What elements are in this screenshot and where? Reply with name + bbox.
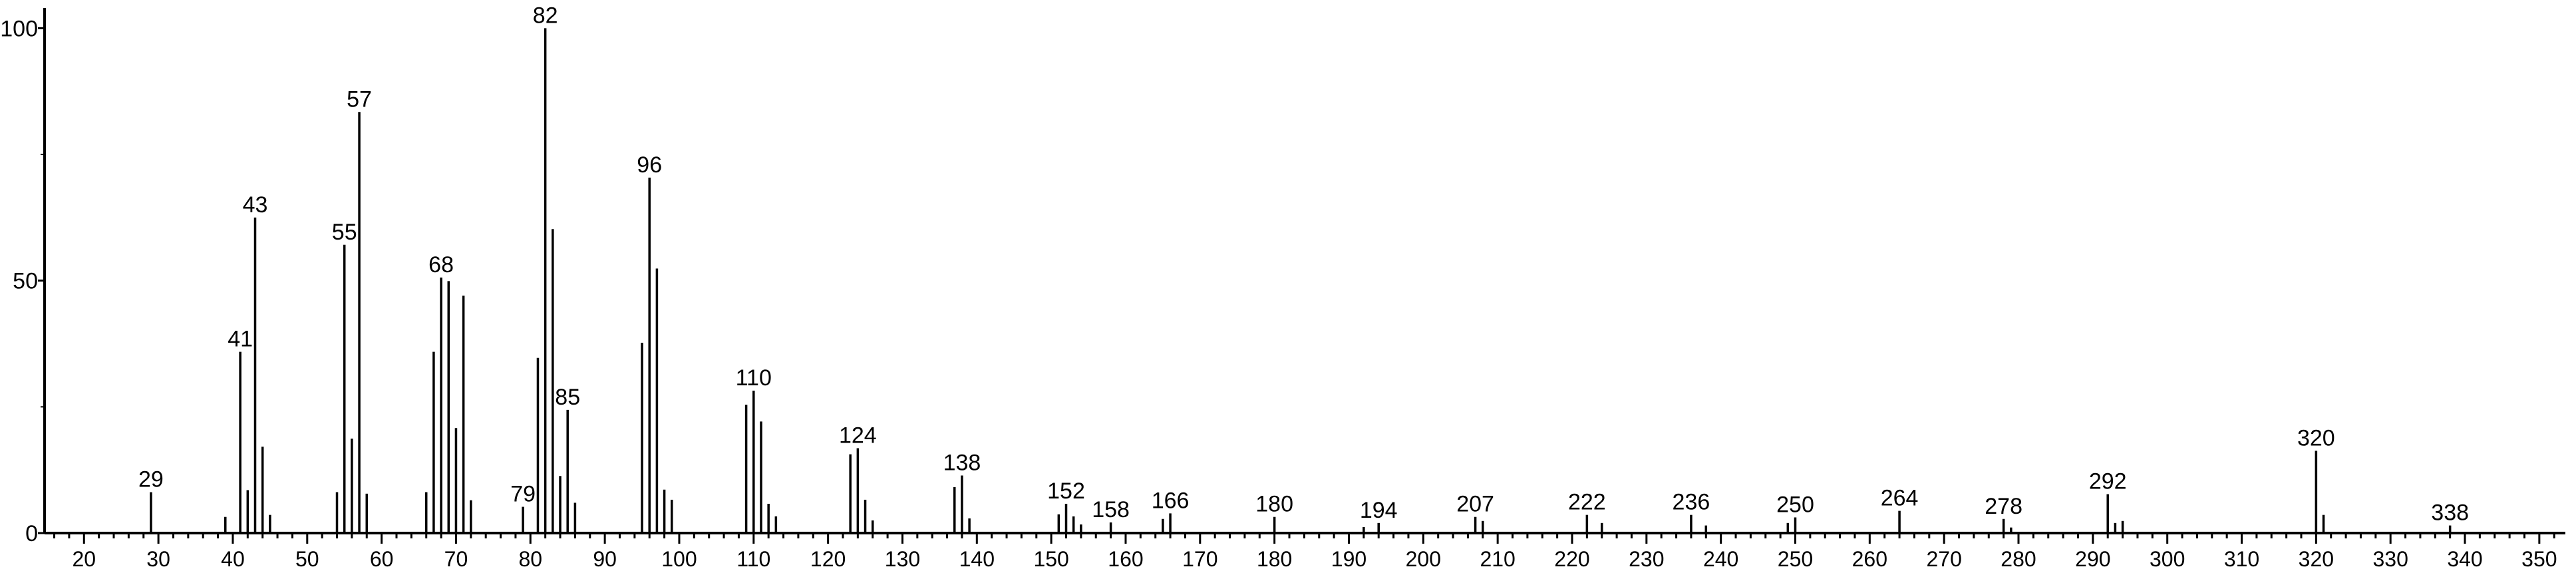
x-tick-label: 180 [1257, 547, 1292, 571]
peak-label: 207 [1456, 492, 1494, 517]
peak-label: 222 [1568, 490, 1606, 515]
peak-label: 250 [1776, 492, 1814, 517]
x-tick-label: 120 [810, 547, 846, 571]
peak-label: 152 [1047, 478, 1085, 504]
peak-label: 79 [510, 482, 536, 507]
x-tick-label: 300 [2150, 547, 2185, 571]
x-tick-label: 20 [72, 547, 96, 571]
x-tick-label: 40 [221, 547, 245, 571]
peak-label: 43 [243, 192, 268, 218]
peak-label: 82 [533, 3, 558, 28]
peak-label: 138 [943, 451, 981, 476]
peak-label: 55 [332, 220, 357, 245]
x-tick-label: 280 [2001, 547, 2036, 571]
peaks [150, 28, 2452, 533]
x-tick-label: 260 [1852, 547, 1887, 571]
x-tick-label: 190 [1331, 547, 1367, 571]
x-tick-label: 160 [1108, 547, 1143, 571]
x-tick-label: 210 [1480, 547, 1515, 571]
x-tick-label: 50 [295, 547, 319, 571]
x-tick-label: 140 [959, 547, 995, 571]
peak-label: 292 [2089, 469, 2127, 494]
x-tick-label: 230 [1629, 547, 1664, 571]
peak-label: 68 [428, 252, 454, 278]
x-tick-label: 320 [2299, 547, 2334, 571]
x-tick-label: 270 [1926, 547, 1961, 571]
peak-label: 85 [555, 385, 580, 410]
peak-label: 41 [228, 327, 253, 352]
x-tick-label: 90 [593, 547, 617, 571]
x-tick-label: 30 [146, 547, 170, 571]
peak-label: 57 [347, 87, 372, 112]
peak-label: 338 [2431, 500, 2469, 526]
x-tick-label: 70 [444, 547, 468, 571]
peak-label: 158 [1092, 497, 1130, 522]
peak-label: 96 [637, 152, 662, 178]
peak-label: 124 [839, 423, 877, 449]
x-tick-label: 250 [1778, 547, 1813, 571]
peak-label: 264 [1881, 486, 1919, 511]
x-tick-label: 100 [661, 547, 697, 571]
x-tick-label: 240 [1703, 547, 1738, 571]
peak-label: 29 [138, 467, 164, 492]
peak-label: 278 [1985, 494, 2022, 519]
peak-label: 236 [1673, 490, 1710, 515]
y-tick-label: 100 [0, 16, 38, 41]
x-tick-label: 130 [885, 547, 920, 571]
x-tick-label: 310 [2224, 547, 2259, 571]
x-tick-label: 350 [2521, 547, 2557, 571]
x-tick-label: 60 [370, 547, 394, 571]
peak-label: 180 [1255, 492, 1293, 517]
axes: 20 30 40 50 60 70 80 90 100 110 120 130 140 150 160 170… [0, 8, 2565, 571]
peak-label: 110 [736, 365, 772, 391]
x-tick-label: 340 [2447, 547, 2482, 571]
x-tick-label: 290 [2075, 547, 2110, 571]
peak-label: 194 [1360, 498, 1398, 523]
x-tick-label: 170 [1182, 547, 1217, 571]
x-tick-label: 220 [1554, 547, 1589, 571]
x-tick-label: 200 [1406, 547, 1441, 571]
y-tick-label: 0 [25, 521, 38, 546]
x-tick-label: 80 [518, 547, 542, 571]
y-tick-label: 50 [13, 269, 38, 294]
x-tick-label: 110 [736, 547, 770, 571]
peak-label: 320 [2297, 425, 2335, 451]
peak-label: 166 [1152, 488, 1190, 513]
x-tick-label: 150 [1033, 547, 1068, 571]
x-tick-label: 330 [2372, 547, 2408, 571]
peak-labels: 29 41 43 55 57 68 79 82 85 96 110 124 138 152 158 166 18… [138, 3, 2469, 525]
